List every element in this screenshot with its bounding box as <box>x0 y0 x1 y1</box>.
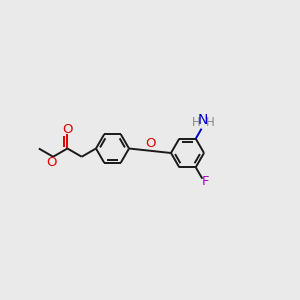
Text: F: F <box>202 175 210 188</box>
Text: H: H <box>206 116 214 129</box>
Text: N: N <box>197 113 208 127</box>
Text: H: H <box>192 116 200 129</box>
Text: O: O <box>62 123 73 136</box>
Text: O: O <box>46 156 57 169</box>
Text: O: O <box>145 137 155 150</box>
